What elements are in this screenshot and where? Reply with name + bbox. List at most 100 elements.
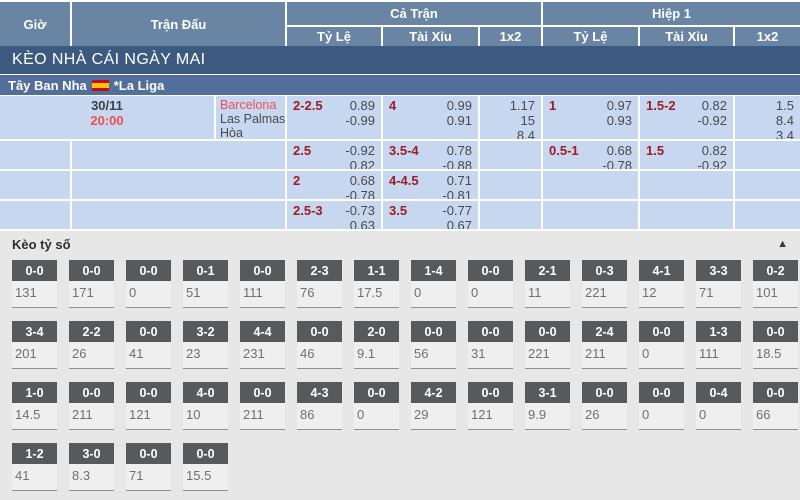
odds-value: -0.92 [697, 158, 727, 169]
score-odds-cell[interactable]: 0-1 51 [183, 260, 228, 308]
odds-table: Giờ Trận Đấu Cả Trận Hiệp 1 Tỷ Lệ Tài Xỉ… [0, 0, 800, 231]
score-odds-cell[interactable]: 0-0 46 [297, 321, 342, 369]
score-odds-value: 51 [186, 285, 201, 300]
score-odds-cell[interactable]: 3-0 8.3 [69, 443, 114, 491]
score-odds-cell[interactable]: 0-0 211 [240, 382, 285, 430]
score-label: 0-4 [696, 382, 741, 403]
score-odds-cell[interactable]: 0-0 66 [753, 382, 798, 430]
odds-cell-ft_ou[interactable]: 3.5 -0.77 0.67 [383, 201, 480, 229]
score-odds-cell[interactable]: 0-0 26 [582, 382, 627, 430]
score-odds-cell[interactable]: 4-3 86 [297, 382, 342, 430]
score-odds-value: 8.3 [72, 468, 91, 483]
odds-cell-h1_hdp[interactable] [543, 201, 640, 229]
score-odds-value: 41 [129, 346, 144, 361]
score-odds-value: 18.5 [756, 346, 782, 361]
odds-cell-ft_ou[interactable]: 3.5-4 0.78 -0.88 [383, 141, 480, 169]
score-label: 2-2 [69, 321, 114, 342]
handicap-line: 2.5-3 [293, 203, 323, 218]
team-name[interactable]: Hòa [220, 126, 243, 139]
odds-cell-ft_1x2[interactable]: 1.17 15 8.4 [480, 96, 543, 139]
score-odds-cell[interactable]: 0-0 0 [639, 321, 684, 369]
score-odds-cell[interactable]: 2-2 26 [69, 321, 114, 369]
score-odds-cell[interactable]: 1-0 14.5 [12, 382, 57, 430]
odds-cell-h1_hdp[interactable]: 0.5-1 0.68 -0.78 [543, 141, 640, 169]
score-odds-cell[interactable]: 0-0 121 [126, 382, 171, 430]
odds-cell-ft_hdp[interactable]: 2.5-3 -0.73 0.63 [287, 201, 383, 229]
score-odds-cell[interactable]: 0-0 211 [69, 382, 114, 430]
score-odds-cell[interactable]: 4-1 12 [639, 260, 684, 308]
score-odds-cell[interactable]: 2-0 9.1 [354, 321, 399, 369]
odds-cell-ft_1x2[interactable] [480, 201, 543, 229]
odds-cell-h1_ou[interactable]: 1.5-2 0.82 -0.92 [640, 96, 735, 139]
odds-cell-h1_1x2[interactable]: 1.5 8.4 3.4 [735, 96, 800, 139]
handicap-line: 1.5-2 [646, 98, 676, 113]
score-odds-cell[interactable]: 0-0 171 [69, 260, 114, 308]
score-odds-value: 111 [699, 346, 719, 361]
score-odds-cell[interactable]: 3-4 201 [12, 321, 57, 369]
score-odds-cell[interactable]: 2-3 76 [297, 260, 342, 308]
odds-cell-ft_hdp[interactable]: 2 0.68 -0.78 [287, 171, 383, 199]
score-odds-cell[interactable]: 0-0 56 [411, 321, 456, 369]
score-odds-cell[interactable]: 0-0 31 [468, 321, 513, 369]
odds-cell-h1_ou[interactable] [640, 201, 735, 229]
odds-cell-ft_hdp[interactable]: 2.5 -0.92 0.82 [287, 141, 383, 169]
score-odds-cell[interactable]: 1-3 111 [696, 321, 741, 369]
score-odds-cell[interactable]: 0-2 101 [753, 260, 798, 308]
odds-cell-ft_ou[interactable]: 4-4.5 0.71 -0.81 [383, 171, 480, 199]
score-odds-cell[interactable]: 0-0 41 [126, 321, 171, 369]
score-odds-value: 10 [186, 407, 201, 422]
match-date: 30/11 [91, 98, 123, 113]
handicap-line: 4 [389, 98, 397, 113]
handicap-line: 3.5-4 [389, 143, 419, 158]
score-odds-value: 26 [585, 407, 600, 422]
score-odds-cell[interactable]: 0-0 18.5 [753, 321, 798, 369]
odds-cell-h1_ou[interactable]: 1.5 0.82 -0.92 [640, 141, 735, 169]
score-odds-cell[interactable]: 0-0 0 [126, 260, 171, 308]
score-odds-cell[interactable]: 3-2 23 [183, 321, 228, 369]
collapse-arrow-icon[interactable]: ▲ [777, 238, 788, 250]
score-odds-cell[interactable]: 0-0 0 [639, 382, 684, 430]
score-odds-cell[interactable]: 4-0 10 [183, 382, 228, 430]
score-odds-cell[interactable]: 2-1 11 [525, 260, 570, 308]
odds-cell-ft_1x2[interactable] [480, 171, 543, 199]
score-odds-cell[interactable]: 1-1 17.5 [354, 260, 399, 308]
score-odds-cell[interactable]: 0-0 71 [126, 443, 171, 491]
score-odds-cell[interactable]: 0-3 221 [582, 260, 627, 308]
odds-cell-ft_ou[interactable]: 4 0.99 0.91 [383, 96, 480, 139]
score-odds-cell[interactable]: 2-4 211 [582, 321, 627, 369]
1x2-value: 8.4 [775, 113, 794, 128]
score-odds-cell[interactable]: 0-0 0 [468, 260, 513, 308]
odds-cell-h1_hdp[interactable]: 1 0.97 0.93 [543, 96, 640, 139]
odds-cell-h1_ou[interactable] [640, 171, 735, 199]
odds-value: 0.82 [701, 143, 727, 158]
score-odds-value: 46 [300, 346, 315, 361]
score-odds-cell[interactable]: 0-0 121 [468, 382, 513, 430]
odds-cell-h1_1x2[interactable] [735, 201, 800, 229]
odds-cell-h1_1x2[interactable] [735, 141, 800, 169]
score-odds-value: 11 [528, 285, 542, 300]
odds-cell-ft_hdp[interactable]: 2-2.5 0.89 -0.99 [287, 96, 383, 139]
team-name[interactable]: Barcelona [220, 98, 277, 112]
score-label: 0-3 [582, 260, 627, 281]
odds-value: 0.97 [606, 98, 632, 113]
team-name[interactable]: Las Palmas [220, 112, 286, 126]
score-odds-cell[interactable]: 0-4 0 [696, 382, 741, 430]
odds-cell-h1_hdp[interactable] [543, 171, 640, 199]
score-odds-cell[interactable]: 0-0 0 [354, 382, 399, 430]
score-label: 0-0 [297, 321, 342, 342]
score-odds-cell[interactable]: 3-1 9.9 [525, 382, 570, 430]
score-odds-cell[interactable]: 3-3 71 [696, 260, 741, 308]
score-odds-cell[interactable]: 4-4 231 [240, 321, 285, 369]
league-name: *La Liga [113, 77, 165, 93]
score-odds-cell[interactable]: 1-2 41 [12, 443, 57, 491]
1x2-value: 15 [520, 113, 535, 128]
score-odds-cell[interactable]: 0-0 111 [240, 260, 285, 308]
score-odds-cell[interactable]: 1-4 0 [411, 260, 456, 308]
score-odds-cell[interactable]: 0-0 221 [525, 321, 570, 369]
odds-cell-ft_1x2[interactable] [480, 141, 543, 169]
score-odds-cell[interactable]: 0-0 15.5 [183, 443, 228, 491]
score-odds-cell[interactable]: 0-0 131 [12, 260, 57, 308]
score-odds-cell[interactable]: 4-2 29 [411, 382, 456, 430]
odds-cell-h1_1x2[interactable] [735, 171, 800, 199]
1x2-value: 3.4 [775, 128, 794, 139]
